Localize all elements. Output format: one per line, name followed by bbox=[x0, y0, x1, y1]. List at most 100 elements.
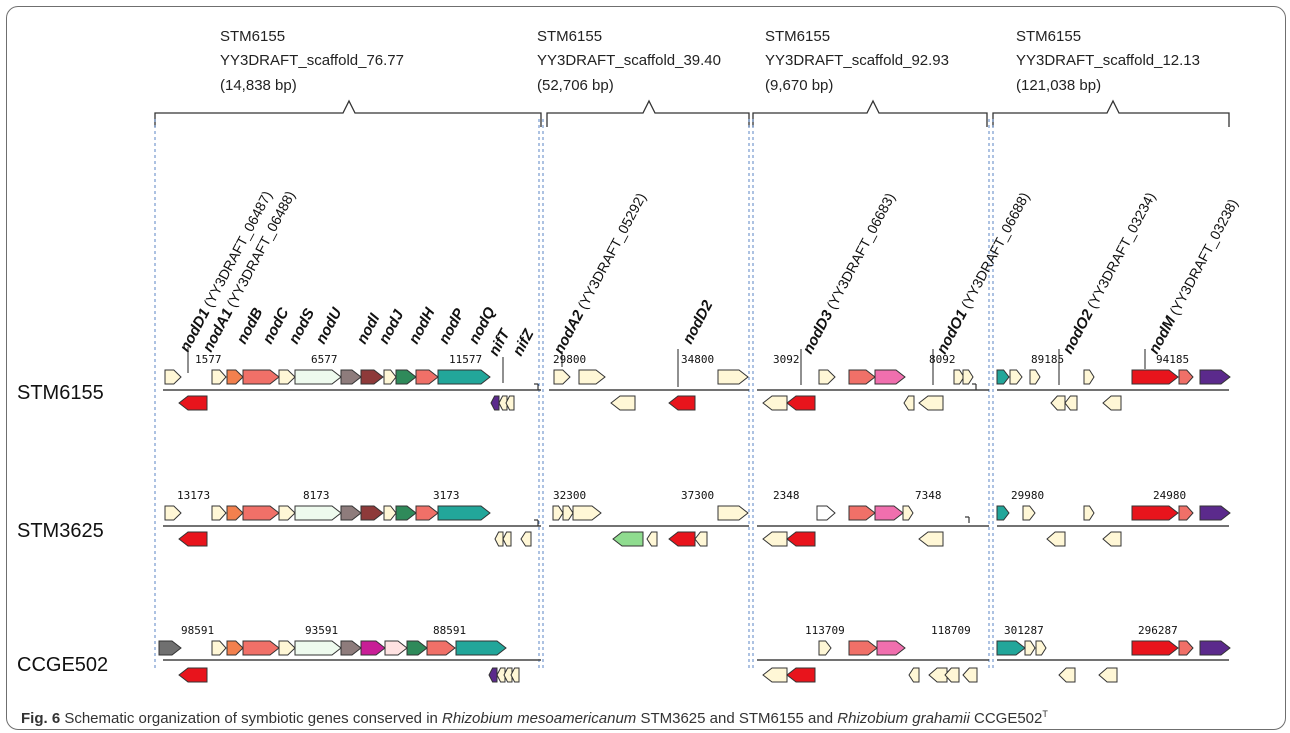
gene-arrow-row2-top bbox=[164, 505, 182, 521]
coordinate-label: 29800 bbox=[553, 353, 586, 366]
gene-arrow-row3-bottom bbox=[928, 667, 948, 683]
scaffold-bracket bbox=[752, 99, 988, 127]
gene-arrow-row1-top bbox=[211, 369, 227, 385]
gene-arrow-row3-top bbox=[340, 640, 362, 656]
gene-arrow-row1-top bbox=[996, 369, 1010, 385]
row-label: STM6155 bbox=[17, 382, 104, 404]
gene-arrow-row3-top bbox=[278, 640, 296, 656]
coordinate-label: 3173 bbox=[433, 489, 460, 502]
region-strain: STM6155 bbox=[1016, 28, 1081, 45]
gene-arrow-row3-top bbox=[996, 640, 1026, 656]
gene-arrow-row1-bottom bbox=[918, 395, 944, 411]
gene-locus: (YY3DRAFT_03238) bbox=[1164, 196, 1241, 321]
gene-label: nodM (YY3DRAFT_03238) bbox=[1146, 196, 1242, 357]
coordinate-label: 89185 bbox=[1031, 353, 1064, 366]
gene-arrow-row2-top bbox=[360, 505, 384, 521]
gene-name: nodO2 bbox=[1060, 306, 1098, 356]
region-scaffold: YY3DRAFT_scaffold_12.13 bbox=[1016, 52, 1200, 69]
gene-arrow-row1-top bbox=[1083, 369, 1095, 385]
gene-arrow-row3-top bbox=[294, 640, 342, 656]
coordinate-label: 24980 bbox=[1153, 489, 1186, 502]
coordinate-label: 8173 bbox=[303, 489, 330, 502]
gene-arrow-row2-top bbox=[562, 505, 574, 521]
gene-arrow-row2-top bbox=[552, 505, 564, 521]
coordinate-label: 11577 bbox=[449, 353, 482, 366]
gene-arrow-row2-bottom bbox=[694, 531, 708, 547]
gene-arrow-row2-top bbox=[816, 505, 836, 521]
gene-arrow-row2-bottom bbox=[520, 531, 532, 547]
gene-arrow-row3-top bbox=[360, 640, 386, 656]
gene-arrow-row2-top bbox=[902, 505, 914, 521]
gene-arrow-row1-bottom bbox=[762, 395, 788, 411]
gene-arrow-row3-top bbox=[876, 640, 906, 656]
gene-arrow-row3-top bbox=[1199, 640, 1231, 656]
region-scaffold: YY3DRAFT_scaffold_39.40 bbox=[537, 52, 721, 69]
gene-arrow-row3-bottom bbox=[786, 667, 816, 683]
gene-label: nodO1 (YY3DRAFT_06688) bbox=[934, 189, 1034, 356]
coordinate-label: 8092 bbox=[929, 353, 956, 366]
gene-arrow-row3-top bbox=[242, 640, 280, 656]
gene-arrow-row2-top bbox=[1022, 505, 1036, 521]
gene-label: nodD2 bbox=[680, 297, 717, 347]
coordinate-label: 113709 bbox=[805, 624, 845, 637]
gene-name: nodA2 bbox=[551, 307, 588, 357]
gene-arrow-row3-top bbox=[211, 640, 227, 656]
gene-arrow-row2-top bbox=[1131, 505, 1179, 521]
figure-caption: Fig. 6 Schematic organization of symbiot… bbox=[21, 709, 1048, 727]
gene-arrow-row3-bottom bbox=[510, 667, 520, 683]
row-label: CCGE502 bbox=[17, 654, 108, 676]
gene-arrow-row2-top bbox=[996, 505, 1010, 521]
caption-text-3: CCGE502 bbox=[969, 710, 1043, 727]
row-label: STM3625 bbox=[17, 520, 104, 542]
gene-arrow-row3-top bbox=[1024, 640, 1036, 656]
gene-arrow-row2-top bbox=[1199, 505, 1231, 521]
gene-arrow-row1-top bbox=[340, 369, 362, 385]
gene-arrow-row3-top bbox=[384, 640, 408, 656]
gene-arrow-row1-top bbox=[553, 369, 571, 385]
caption-fig-label: Fig. 6 bbox=[21, 710, 61, 727]
gene-arrow-row3-top bbox=[1035, 640, 1047, 656]
gene-name: nodH bbox=[406, 304, 440, 347]
gene-arrow-row1-top bbox=[848, 369, 876, 385]
caption-species-1: Rhizobium mesoamericanum bbox=[442, 710, 637, 727]
gene-arrow-row2-top bbox=[415, 505, 439, 521]
gene-label: nodH bbox=[406, 304, 440, 347]
gene-arrow-row1-top bbox=[962, 369, 974, 385]
gene-arrow-row1-top bbox=[1178, 369, 1194, 385]
gene-label: nodU bbox=[313, 304, 347, 347]
scaffold-bracket bbox=[546, 99, 750, 127]
gene-arrow-row3-bottom bbox=[488, 667, 498, 683]
gene-arrow-row3-bottom bbox=[1098, 667, 1118, 683]
gene-locus: (YY3DRAFT_06683) bbox=[821, 190, 898, 315]
gene-arrow-row2-bottom bbox=[668, 531, 696, 547]
coordinate-label: 6577 bbox=[311, 353, 338, 366]
gene-arrow-row2-top bbox=[242, 505, 280, 521]
gene-arrow-row1-bottom bbox=[490, 395, 500, 411]
gene-arrow-row3-bottom bbox=[908, 667, 920, 683]
gene-label: nodJ bbox=[376, 307, 408, 347]
gene-arrow-row1-top bbox=[1029, 369, 1041, 385]
gene-arrow-row1-top bbox=[164, 369, 182, 385]
region-length: (52,706 bp) bbox=[537, 77, 614, 94]
gene-label: nifZ bbox=[510, 326, 538, 359]
gene-arrow-row1-top bbox=[953, 369, 965, 385]
gene-arrow-row3-bottom bbox=[944, 667, 960, 683]
gene-locus: (YY3DRAFT_05292) bbox=[572, 190, 649, 315]
figure-frame: STM6155 YY3DRAFT_scaffold_76.77 (14,838 bp… bbox=[6, 6, 1286, 730]
gene-label: nodD3 (YY3DRAFT_06683) bbox=[800, 190, 899, 357]
gene-arrow-row2-bottom bbox=[646, 531, 658, 547]
coordinate-label: 1577 bbox=[195, 353, 222, 366]
gene-arrow-row2-top bbox=[874, 505, 904, 521]
coordinate-label: 3092 bbox=[773, 353, 800, 366]
scaffold-bracket bbox=[154, 99, 542, 127]
gene-arrow-row3-top bbox=[455, 640, 507, 656]
scaffold-bracket bbox=[992, 99, 1230, 127]
gene-arrow-row2-bottom bbox=[502, 531, 512, 547]
gene-arrow-row2-bottom bbox=[1102, 531, 1122, 547]
gene-arrow-row3-top bbox=[1178, 640, 1194, 656]
gene-arrow-row1-top bbox=[294, 369, 342, 385]
gene-arrow-row3-top bbox=[406, 640, 428, 656]
gene-name: nodU bbox=[313, 304, 347, 347]
gene-arrow-row2-top bbox=[294, 505, 342, 521]
coordinate-label: 32300 bbox=[553, 489, 586, 502]
